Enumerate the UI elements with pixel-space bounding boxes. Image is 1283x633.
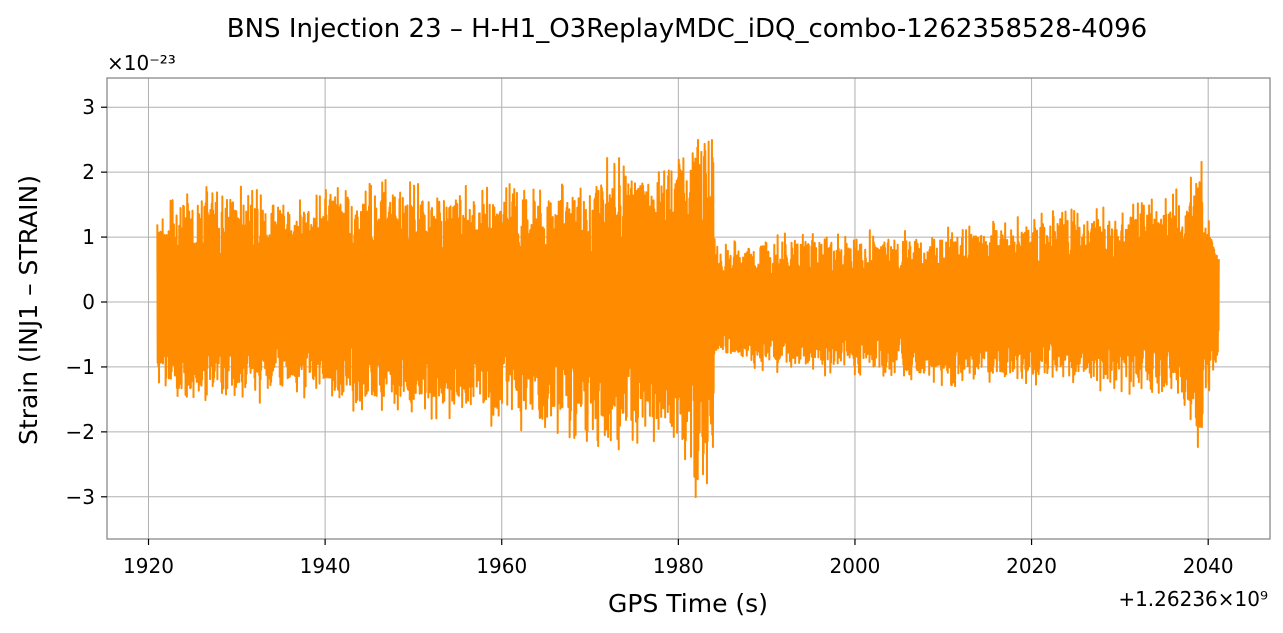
y-tick-label: 1 — [82, 225, 95, 249]
y-tick-label: −2 — [66, 420, 95, 444]
y-tick-label: −1 — [66, 355, 95, 379]
x-offset-label: +1.26236×10⁹ — [1118, 587, 1268, 611]
x-tick-label: 1980 — [653, 554, 704, 578]
y-tick-label: 0 — [82, 290, 95, 314]
strain-series-line — [156, 138, 1220, 499]
y-tick-label: 2 — [82, 160, 95, 184]
x-tick-label: 1940 — [300, 554, 351, 578]
x-tick-label: 2020 — [1006, 554, 1057, 578]
x-tick-label: 2040 — [1183, 554, 1234, 578]
plot-frame — [106, 77, 1271, 540]
y-tick-label: −3 — [66, 485, 95, 509]
x-tick-label: 1960 — [476, 554, 527, 578]
x-tick-label: 1920 — [123, 554, 174, 578]
y-axis-label: Strain (INJ1 – STRAIN) — [14, 175, 43, 445]
series-strain — [156, 138, 1220, 499]
x-tick-label: 2000 — [830, 554, 881, 578]
x-axis-label: GPS Time (s) — [608, 589, 768, 618]
y-tick-label: 3 — [82, 95, 95, 119]
axis-ticks: 1920 1940 1960 1980 2000 2020 2040 −3 −2 −1 0 1 2 3 — [66, 95, 1234, 578]
y-scale-label: ×10⁻²³ — [107, 51, 176, 75]
chart-title: BNS Injection 23 – H-H1_O3ReplayMDC_iDQ_… — [227, 14, 1147, 44]
